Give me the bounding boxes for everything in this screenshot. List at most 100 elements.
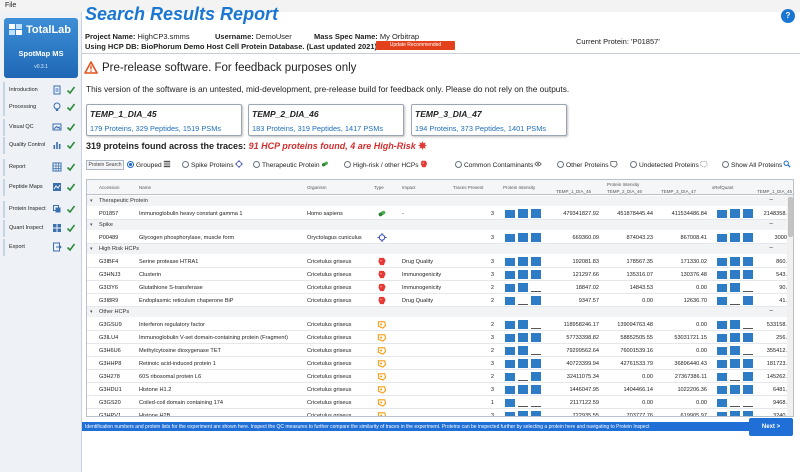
intensity-bars xyxy=(717,296,757,305)
table-row[interactable]: G3HHP8 Retinoic acid-induced protein 1 Cri… xyxy=(87,357,787,370)
intensity-bars xyxy=(505,385,545,394)
col-type[interactable]: Type xyxy=(374,185,384,190)
sidebar-item-processing[interactable]: Processing xyxy=(3,99,80,116)
radio-button[interactable] xyxy=(182,161,189,168)
cell-temp2: 703777.76 xyxy=(626,413,653,417)
intensity-bar xyxy=(505,346,515,355)
group-header[interactable]: ▾ Spike − xyxy=(87,220,787,230)
col-name[interactable]: Name xyxy=(139,185,152,190)
sidebar-item-peptide-maps[interactable]: Peptide Maps xyxy=(3,179,80,196)
col-organism[interactable]: Organism xyxy=(307,185,327,190)
update-recommended-button[interactable]: Update Recommended xyxy=(376,41,455,50)
filter-undetected-proteins[interactable]: Undetected Proteins xyxy=(630,160,708,170)
table-row[interactable]: G3H6U6 Methylcytosine dioxygenase TET Cric… xyxy=(87,344,787,357)
protein-search-button[interactable]: Protein Search xyxy=(86,160,124,170)
col-temp1-quant[interactable]: TEMP_1_DIA_45 xyxy=(757,189,793,194)
table-row[interactable]: G3GS20 Coiled-coil domain containing 174 C… xyxy=(87,396,787,409)
filter-grouped[interactable]: Grouped xyxy=(127,160,171,170)
next-button[interactable]: Next > xyxy=(749,418,793,436)
radio-button[interactable] xyxy=(722,161,729,168)
collapse-icon[interactable]: − xyxy=(769,197,774,204)
intensity-bar xyxy=(531,354,541,355)
radio-button[interactable] xyxy=(557,161,564,168)
chevron-down-icon[interactable]: ▾ xyxy=(90,198,93,204)
intensity-bars xyxy=(505,398,545,407)
help-button[interactable]: ? xyxy=(781,9,795,23)
col-temp1[interactable]: TEMP_1_DIA_45 xyxy=(556,189,592,194)
table-row[interactable]: G3I8R9 Endoplasmic reticulum chaperone Bi… xyxy=(87,294,787,307)
sidebar-item-protein-inspect[interactable]: Protein Inspect xyxy=(3,201,80,218)
trace-card[interactable]: TEMP_3_DIA_47 194 Proteins, 373 Peptides… xyxy=(411,104,567,136)
group-header[interactable]: ▾ Other HCPs − xyxy=(87,307,787,317)
table-row[interactable]: P00489 Glycogen phosphorylase, muscle for… xyxy=(87,231,787,244)
table-row[interactable]: G3HDU1 Histone H1.2 Cricetulus griseus 3 144… xyxy=(87,383,787,396)
header-divider xyxy=(82,53,800,54)
radio-button[interactable] xyxy=(253,161,260,168)
chevron-down-icon[interactable]: ▾ xyxy=(90,309,93,315)
intensity-bar xyxy=(505,398,515,407)
col-accession[interactable]: Accession xyxy=(99,185,120,190)
col-temp3[interactable]: TEMP_3_DIA_47 xyxy=(661,189,697,194)
table-row[interactable]: G3ILU4 Immunoglobulin V-set domain-contai… xyxy=(87,331,787,344)
table-row[interactable]: G3HPV1 Histone H2B Cricetulus griseus 3 7229… xyxy=(87,409,787,417)
check-icon xyxy=(66,243,76,252)
trace-card[interactable]: TEMP_1_DIA_45 179 Proteins, 329 Peptides… xyxy=(86,104,242,136)
filter-show-all-proteins[interactable]: Show All Proteins xyxy=(722,160,791,170)
sidebar-item-export[interactable]: Export xyxy=(3,239,80,256)
cell-temp3: 1022206.36 xyxy=(677,387,707,393)
intensity-bar xyxy=(531,291,541,292)
filter-high-risk-other-hcps[interactable]: High-risk / other HCPs xyxy=(344,160,428,170)
cell-temp1-quant: 6481. xyxy=(773,387,787,393)
col-temp2[interactable]: TEMP_2_DIA_46 xyxy=(607,189,643,194)
col-protein-intensity[interactable]: Protein Intensity xyxy=(503,185,536,190)
document-icon xyxy=(53,85,61,95)
cell-name: 60S ribosomal protein L6 xyxy=(139,374,202,380)
cell-accession: P00489 xyxy=(99,235,119,241)
group-header[interactable]: ▾ High Risk HCPs − xyxy=(87,244,787,254)
filter-other-proteins[interactable]: Other Proteins xyxy=(557,160,618,170)
filter-therapeutic-protein[interactable]: Therapeutic Protein xyxy=(253,160,329,170)
intensity-bar xyxy=(717,209,727,218)
collapse-icon[interactable]: − xyxy=(769,308,774,315)
radio-button[interactable] xyxy=(455,161,462,168)
intensity-bar xyxy=(730,304,740,305)
sidebar-item-quant-inspect[interactable]: Quant Inspect xyxy=(3,220,80,237)
collapse-icon[interactable]: − xyxy=(769,245,774,252)
table-row[interactable]: G3GSU9 Interferon regulatory factor Cricet… xyxy=(87,318,787,331)
intensity-bars xyxy=(505,233,545,242)
cell-temp3: 619905.97 xyxy=(680,413,707,417)
cell-organism: Cricetulus griseus xyxy=(307,285,352,291)
radio-button[interactable] xyxy=(127,161,134,168)
cell-name: Interferon regulatory factor xyxy=(139,322,205,328)
table-row[interactable]: G3HNJ3 Clusterin Cricetulus griseus Immunog… xyxy=(87,268,787,281)
chevron-down-icon[interactable]: ▾ xyxy=(90,222,93,228)
table-row[interactable]: G3IBF4 Serine protease HTRA1 Cricetulus gr… xyxy=(87,255,787,268)
sidebar-item-label: Introduction xyxy=(9,87,38,93)
menu-file[interactable]: File xyxy=(5,2,17,9)
intensity-bar xyxy=(717,372,727,381)
radio-button[interactable] xyxy=(630,161,637,168)
collapse-icon[interactable]: − xyxy=(769,221,774,228)
intensity-bar xyxy=(743,257,753,266)
table-scrollbar[interactable] xyxy=(787,195,793,416)
filter-common-contaminants[interactable]: Common Contaminants xyxy=(455,160,542,170)
sidebar-item-report[interactable]: Report xyxy=(3,159,80,176)
col-traces-present[interactable]: Traces Present xyxy=(453,185,484,190)
table-row[interactable]: G3I3Y6 Glutathione S-transferase Cricetulu… xyxy=(87,281,787,294)
group-header[interactable]: ▾ Therapeutic Protein − xyxy=(87,196,787,206)
table-row[interactable]: G3H278 60S ribosomal protein L6 Cricetulus… xyxy=(87,370,787,383)
col-xrefquant[interactable]: xRefQuant xyxy=(712,185,734,190)
sidebar-item-introduction[interactable]: Introduction xyxy=(3,82,80,99)
scrollbar-thumb[interactable] xyxy=(788,197,793,237)
sidebar-item-quality-control[interactable]: Quality Control xyxy=(3,137,80,154)
sidebar-item-visual-qc[interactable]: Visual QC xyxy=(3,119,80,136)
chevron-down-icon[interactable]: ▾ xyxy=(90,246,93,252)
radio-button[interactable] xyxy=(344,161,351,168)
intensity-bars xyxy=(717,359,757,368)
table-row[interactable]: P01857 Immunoglobulin heavy constant gamm… xyxy=(87,207,787,220)
cell-organism: Cricetulus griseus xyxy=(307,413,352,417)
intensity-bar xyxy=(505,372,515,381)
filter-spike-proteins[interactable]: Spike Proteins xyxy=(182,160,243,170)
trace-card[interactable]: TEMP_2_DIA_46 183 Proteins, 319 Peptides… xyxy=(248,104,404,136)
col-impact[interactable]: Impact xyxy=(402,185,416,190)
